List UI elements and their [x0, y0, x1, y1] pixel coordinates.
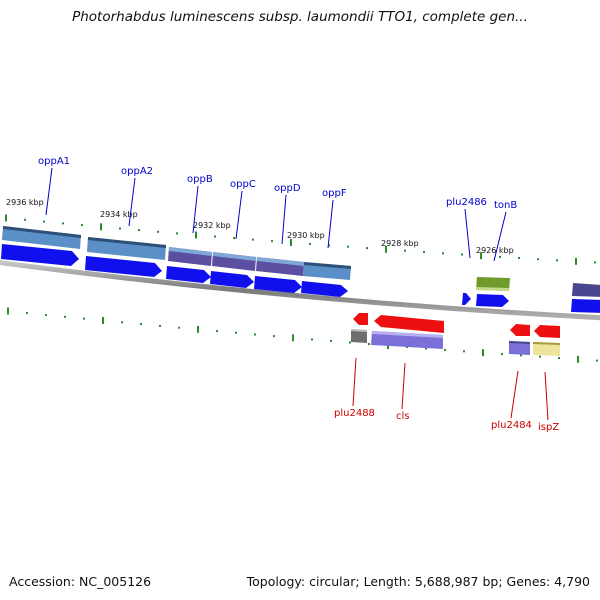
gene-label-plu2484[interactable]: plu2484	[491, 420, 532, 431]
gene-label-oppB[interactable]: oppB	[187, 174, 213, 185]
gene-arrow-plu2486[interactable]	[462, 293, 471, 305]
scale-label-2926: 2926 kbp	[476, 246, 514, 255]
gene-arrow-ispZ[interactable]	[534, 325, 560, 338]
gene-arrow-tonB[interactable]	[476, 294, 509, 307]
gene-arrow-oppA2[interactable]	[85, 256, 162, 277]
cds-oppA2[interactable]	[87, 237, 166, 260]
scale-ticks-reverse	[7, 307, 598, 363]
scale-label-2934: 2934 kbp	[100, 210, 138, 219]
chromosome-backbone	[0, 260, 600, 321]
gene-label-ispZ[interactable]: ispZ	[538, 422, 559, 433]
gene-arrow-plu2484[interactable]	[510, 324, 530, 336]
cds-track-forward	[2, 226, 600, 297]
gene-arrow-cls[interactable]	[374, 315, 444, 333]
scale-ticks-forward	[5, 214, 596, 265]
scale-label-2928: 2928 kbp	[381, 239, 419, 248]
gene-arrow-oppA1[interactable]	[1, 244, 79, 266]
gene-label-oppA2[interactable]: oppA2	[121, 166, 153, 177]
gene-label-plu2486[interactable]: plu2486	[446, 197, 487, 208]
gene-arrow-plu2488[interactable]	[353, 313, 368, 325]
scale-label-2930: 2930 kbp	[287, 231, 325, 240]
accession-label: Accession: NC_005126	[9, 574, 152, 589]
gene-arrow-oppB[interactable]	[166, 266, 211, 283]
gene-label-oppA1[interactable]: oppA1	[38, 156, 70, 167]
gene-arrow-next-forward[interactable]	[571, 299, 600, 313]
cds-track-reverse	[351, 329, 560, 356]
cds-ispZ[interactable]	[533, 342, 560, 356]
cds-oppA1[interactable]	[2, 226, 81, 249]
gene-arrow-oppD[interactable]	[254, 276, 302, 293]
gene-label-cls[interactable]: cls	[396, 411, 410, 422]
gene-label-oppC[interactable]: oppC	[230, 179, 256, 190]
map-title: Photorhabdus luminescens subsp. laumondi…	[72, 9, 528, 25]
gene-label-tonB[interactable]: tonB	[494, 200, 517, 211]
gene-arrow-oppF[interactable]	[301, 281, 348, 297]
cds-plu2484[interactable]	[509, 341, 530, 355]
gene-arrows-forward	[1, 244, 600, 313]
cds-next-forward[interactable]	[572, 283, 600, 297]
gene-arrows-reverse	[353, 313, 560, 338]
topology-label: Topology: circular; Length: 5,688,987 bp…	[246, 574, 590, 589]
gene-label-plu2488[interactable]: plu2488	[334, 408, 375, 419]
scale-label-2936: 2936 kbp	[6, 198, 44, 207]
scale-label-2932: 2932 kbp	[193, 221, 231, 230]
gene-arrow-oppC[interactable]	[210, 271, 254, 288]
gene-label-oppD[interactable]: oppD	[274, 183, 301, 194]
gene-label-oppF[interactable]: oppF	[322, 188, 347, 199]
cds-plu2488[interactable]	[351, 329, 367, 343]
